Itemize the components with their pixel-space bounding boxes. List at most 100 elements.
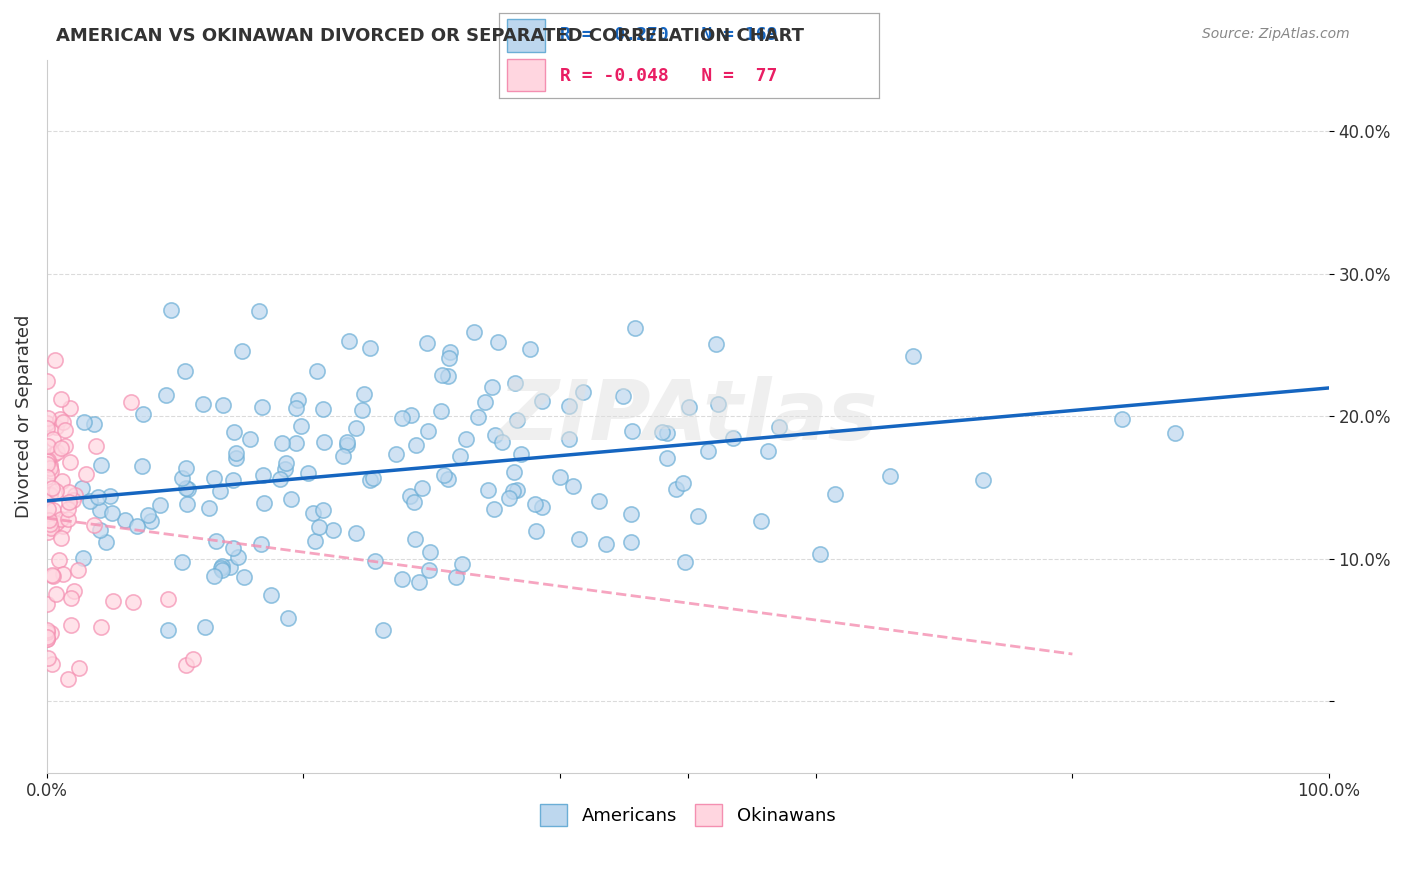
Point [209,483,232,498]
Point [94,534,117,549]
Point [37,469,59,483]
Point [595,537,617,551]
Text: R =  0.270   N = 169: R = 0.270 N = 169 [560,27,778,45]
Point [138,508,160,522]
Point [454,432,477,446]
Point [98,489,121,503]
Point [284,436,307,450]
Point [131,458,153,473]
Point [353,387,375,401]
Point [170,555,193,569]
Point [385,446,408,460]
Point [51,415,73,429]
Point [665,483,688,497]
Point [364,554,387,568]
Point [439,351,461,366]
Text: Source: ZipAtlas.com: Source: ZipAtlas.com [1202,27,1350,41]
Point [253,496,276,510]
Point [56,512,79,526]
Point [176,482,198,496]
Point [45,516,67,531]
Point [332,449,354,463]
Point [411,481,433,495]
Point [52,519,75,533]
Point [90,620,112,634]
Point [156,591,179,606]
Point [361,471,384,485]
Point [48,553,70,567]
Point [37,458,59,472]
Point [37,439,59,453]
Point [183,651,205,665]
Point [37,502,59,516]
Point [41,657,63,671]
Point [444,570,467,584]
Point [612,389,634,403]
Point [37,453,59,467]
Point [484,428,506,442]
Point [49,511,72,525]
Point [60,618,83,632]
Point [371,623,394,637]
Point [312,503,335,517]
Point [56,502,79,516]
Point [260,588,283,602]
Point [35,454,58,468]
Point [39,464,62,478]
Point [174,481,197,495]
Point [530,500,553,514]
Point [433,467,456,482]
Point [62,584,84,599]
Point [101,507,124,521]
Point [671,476,693,491]
Point [67,660,90,674]
Text: R = -0.048   N =  77: R = -0.048 N = 77 [560,67,778,85]
Point [51,474,73,488]
Point [502,483,524,498]
Point [269,472,291,486]
Point [359,342,381,356]
Point [524,524,547,538]
Point [48,412,70,426]
Point [170,471,193,485]
Point [120,394,142,409]
Point [399,408,422,422]
Point [588,494,610,508]
Point [506,413,529,427]
Point [37,624,59,639]
Point [70,481,93,495]
Point [808,547,831,561]
Point [350,402,373,417]
Point [344,526,367,541]
Text: AMERICAN VS OKINAWAN DIVORCED OR SEPARATED CORRELATION CHART: AMERICAN VS OKINAWAN DIVORCED OR SEPARAT… [56,27,804,45]
Point [63,488,86,502]
Point [510,447,533,461]
Point [52,566,75,581]
Point [506,483,529,498]
Point [37,651,59,665]
Point [204,534,226,549]
Point [239,432,262,446]
Point [249,303,271,318]
Point [174,658,197,673]
Point [308,520,330,534]
Point [58,401,80,416]
Point [277,611,299,625]
Point [51,441,73,455]
Point [125,519,148,533]
Point [415,336,437,351]
Point [44,353,66,368]
Point [45,587,67,601]
Text: ZIPAtlas: ZIPAtlas [498,376,877,457]
Point [219,560,242,574]
Point [231,344,253,359]
Legend: Americans, Okinawans: Americans, Okinawans [531,795,845,835]
Point [474,394,496,409]
Point [49,392,72,406]
Point [568,532,591,546]
Point [879,468,901,483]
FancyBboxPatch shape [506,20,544,52]
Point [531,394,554,409]
Point [284,401,307,415]
Point [45,445,67,459]
